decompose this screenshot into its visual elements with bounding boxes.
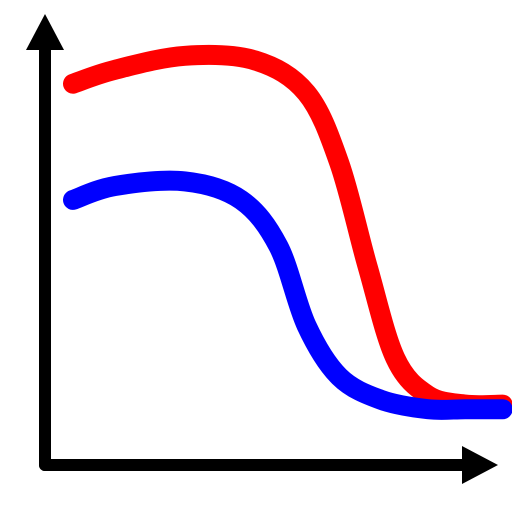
series-layer [63,44,512,420]
x-axis-arrow-icon [462,446,498,484]
series-line-2 [63,170,512,420]
series-line-1 [63,44,512,416]
y-axis-arrow-icon [26,14,64,50]
axes-layer [26,14,498,484]
